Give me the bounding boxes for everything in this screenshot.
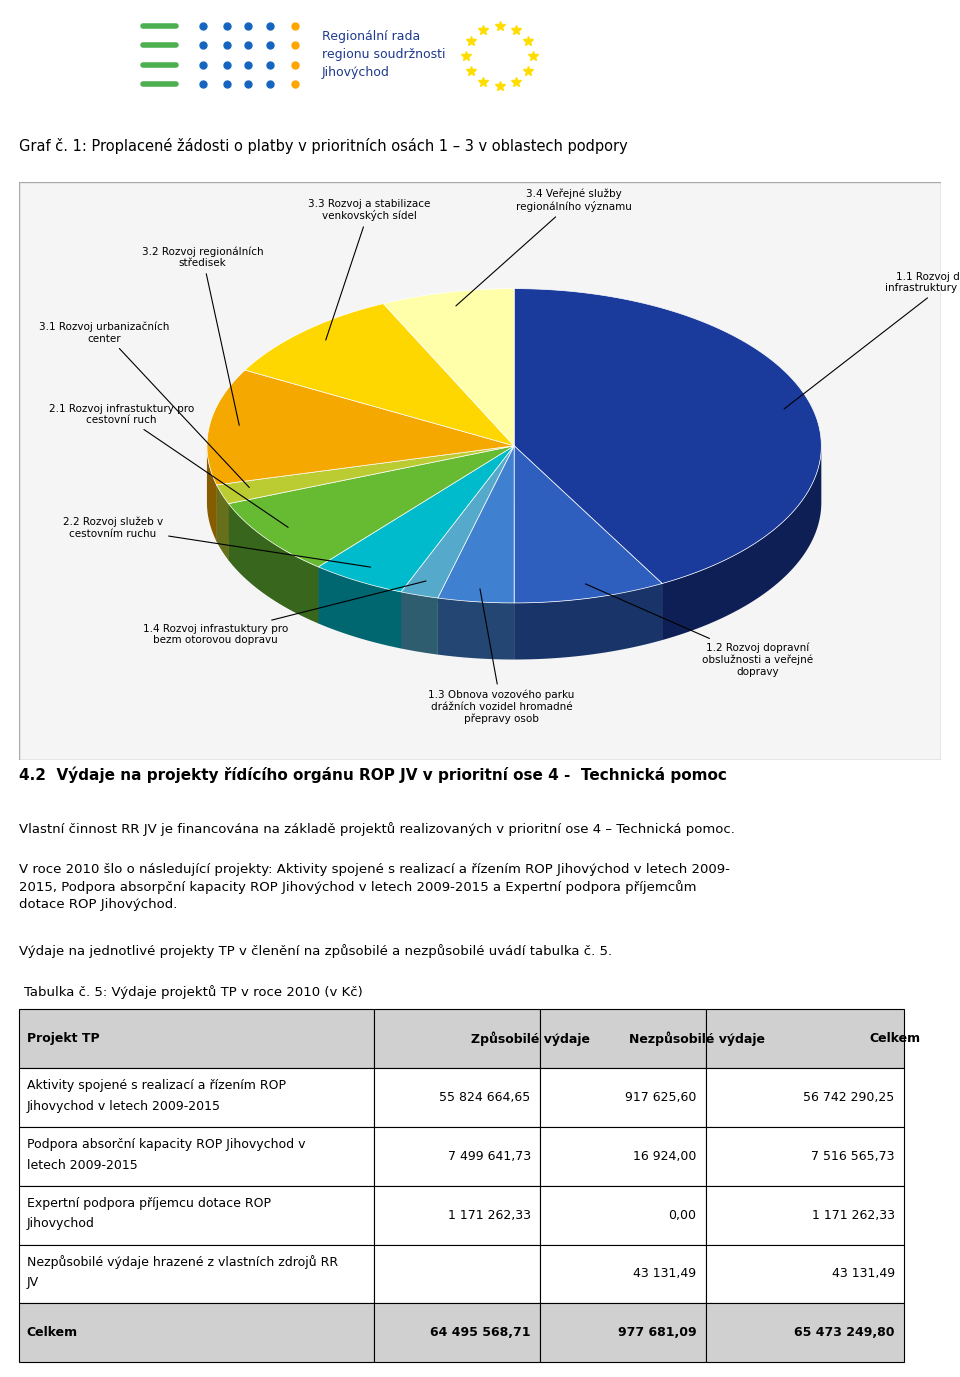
Polygon shape xyxy=(515,289,822,584)
Bar xyxy=(540,1304,706,1362)
Polygon shape xyxy=(438,446,515,654)
Text: 1 171 262,33: 1 171 262,33 xyxy=(812,1209,895,1221)
Text: Tabulka č. 5: Výdaje projektů TP v roce 2010 (v Kč): Tabulka č. 5: Výdaje projektů TP v roce … xyxy=(24,986,363,1000)
Polygon shape xyxy=(662,446,822,640)
Text: Expertní podpora příjemcu dotace ROP: Expertní podpora příjemcu dotace ROP xyxy=(27,1197,271,1210)
Polygon shape xyxy=(217,446,515,541)
Polygon shape xyxy=(207,370,515,485)
Text: 977 681,09: 977 681,09 xyxy=(618,1326,697,1340)
Text: Způsobilé výdaje: Způsobilé výdaje xyxy=(471,1031,590,1045)
Polygon shape xyxy=(401,446,515,649)
Bar xyxy=(19,1126,374,1186)
Text: 43 131,49: 43 131,49 xyxy=(831,1267,895,1281)
Polygon shape xyxy=(383,289,515,446)
Text: 3.2 Rozvoj regionálních
středisek: 3.2 Rozvoj regionálních středisek xyxy=(142,246,263,425)
Bar xyxy=(19,1009,374,1069)
Bar xyxy=(374,1069,540,1126)
Bar xyxy=(706,1304,904,1362)
Bar xyxy=(374,1245,540,1304)
Bar xyxy=(540,1009,706,1069)
Text: 4.2  Výdaje na projekty řídícího orgánu ROP JV v prioritní ose 4 -  Technická po: 4.2 Výdaje na projekty řídícího orgánu R… xyxy=(19,767,727,784)
Polygon shape xyxy=(207,446,217,541)
Text: 2.2 Rozvoj služeb v
cestovním ruchu: 2.2 Rozvoj služeb v cestovním ruchu xyxy=(63,516,371,567)
Bar xyxy=(374,1126,540,1186)
Text: 1.3 Obnova vozového parku
drážních vozidel hromadné
přepravy osob: 1.3 Obnova vozového parku drážních vozid… xyxy=(428,589,574,724)
Text: Jihovychod: Jihovychod xyxy=(27,1217,94,1231)
Text: 2.1 Rozvoj infrastuktury pro
cestovní ruch: 2.1 Rozvoj infrastuktury pro cestovní ru… xyxy=(49,403,288,527)
Text: Vlastní činnost RR JV je financována na základě projektů realizovaných v priorit: Vlastní činnost RR JV je financována na … xyxy=(19,822,735,836)
Text: 7 499 641,73: 7 499 641,73 xyxy=(447,1150,531,1162)
Bar xyxy=(540,1186,706,1245)
Polygon shape xyxy=(245,303,515,446)
Polygon shape xyxy=(515,584,662,660)
Text: 64 495 568,71: 64 495 568,71 xyxy=(430,1326,531,1340)
Text: 55 824 664,65: 55 824 664,65 xyxy=(440,1091,531,1104)
Polygon shape xyxy=(319,446,515,592)
Text: 43 131,49: 43 131,49 xyxy=(634,1267,697,1281)
Polygon shape xyxy=(228,504,319,624)
Text: 65 473 249,80: 65 473 249,80 xyxy=(794,1326,895,1340)
Polygon shape xyxy=(515,446,662,640)
Text: 917 625,60: 917 625,60 xyxy=(625,1091,697,1104)
Text: Regionální rada
regionu soudržnosti
Jihovýchod: Regionální rada regionu soudržnosti Jiho… xyxy=(322,30,445,78)
Bar xyxy=(19,1245,374,1304)
Text: 7 516 565,73: 7 516 565,73 xyxy=(811,1150,895,1162)
Text: 16 924,00: 16 924,00 xyxy=(634,1150,697,1162)
Bar xyxy=(706,1186,904,1245)
Polygon shape xyxy=(319,446,515,624)
Bar xyxy=(540,1069,706,1126)
Text: Podpora absorční kapacity ROP Jihovychod v: Podpora absorční kapacity ROP Jihovychod… xyxy=(27,1137,305,1151)
Bar xyxy=(19,1304,374,1362)
Text: 3.3 Rozvoj a stabilizace
venkovských sídel: 3.3 Rozvoj a stabilizace venkovských síd… xyxy=(308,198,430,340)
Text: 1 171 262,33: 1 171 262,33 xyxy=(447,1209,531,1221)
Polygon shape xyxy=(438,446,515,654)
Bar xyxy=(706,1126,904,1186)
Polygon shape xyxy=(228,446,515,560)
Polygon shape xyxy=(228,446,515,560)
Polygon shape xyxy=(438,598,515,660)
Text: Nezpůsobilé výdaje hrazené z vlastních zdrojů RR: Nezpůsobilé výdaje hrazené z vlastních z… xyxy=(27,1256,338,1270)
Text: Celkem: Celkem xyxy=(869,1031,921,1045)
Bar xyxy=(374,1186,540,1245)
Bar xyxy=(540,1245,706,1304)
Polygon shape xyxy=(438,446,515,603)
Polygon shape xyxy=(401,446,515,598)
Text: Projekt TP: Projekt TP xyxy=(27,1031,99,1045)
Text: 1.1 Rozvoj dopravní
infrastruktury v regionu: 1.1 Rozvoj dopravní infrastruktury v reg… xyxy=(784,271,960,409)
Text: 1.2 Rozvoj dopravní
obslužnosti a veřejné
dopravy: 1.2 Rozvoj dopravní obslužnosti a veřejn… xyxy=(586,584,813,676)
Bar xyxy=(706,1245,904,1304)
Bar xyxy=(19,1186,374,1245)
Polygon shape xyxy=(515,446,662,603)
Text: 3.4 Veřejné služby
regionálního významu: 3.4 Veřejné služby regionálního významu xyxy=(456,189,632,306)
Polygon shape xyxy=(319,567,401,649)
Bar xyxy=(19,1069,374,1126)
Polygon shape xyxy=(228,446,515,567)
Bar xyxy=(374,1304,540,1362)
Bar xyxy=(706,1069,904,1126)
Text: JV: JV xyxy=(27,1276,38,1289)
Bar xyxy=(540,1126,706,1186)
Polygon shape xyxy=(319,446,515,624)
Text: V roce 2010 šlo o následující projekty: Aktivity spojené s realizací a řízením R: V roce 2010 šlo o následující projekty: … xyxy=(19,863,730,912)
Polygon shape xyxy=(217,446,515,504)
Text: Aktivity spojené s realizací a řízením ROP: Aktivity spojené s realizací a řízením R… xyxy=(27,1080,285,1092)
Polygon shape xyxy=(217,485,228,560)
Text: 3.1 Rozvoj urbanizačních
center: 3.1 Rozvoj urbanizačních center xyxy=(39,322,250,487)
Text: Jihovychod v letech 2009-2015: Jihovychod v letech 2009-2015 xyxy=(27,1100,221,1113)
Bar xyxy=(706,1009,904,1069)
Text: 0,00: 0,00 xyxy=(668,1209,697,1221)
Polygon shape xyxy=(401,592,438,654)
Bar xyxy=(374,1009,540,1069)
Text: letech 2009-2015: letech 2009-2015 xyxy=(27,1158,137,1172)
Text: Nezpůsobilé výdaje: Nezpůsobilé výdaje xyxy=(629,1031,764,1045)
Polygon shape xyxy=(401,446,515,649)
Text: Graf č. 1: Proplacené žádosti o platby v prioritních osách 1 – 3 v oblastech pod: Graf č. 1: Proplacené žádosti o platby v… xyxy=(19,138,628,154)
Text: Výdaje na jednotlivé projekty TP v členění na způsobilé a nezpůsobilé uvádí tabu: Výdaje na jednotlivé projekty TP v členě… xyxy=(19,945,612,958)
Polygon shape xyxy=(217,446,515,541)
Text: 1.4 Rozvoj infrastuktury pro
bezm otorovou dopravu: 1.4 Rozvoj infrastuktury pro bezm otorov… xyxy=(143,581,426,646)
Polygon shape xyxy=(515,446,662,640)
Text: Celkem: Celkem xyxy=(27,1326,78,1340)
Text: 56 742 290,25: 56 742 290,25 xyxy=(804,1091,895,1104)
